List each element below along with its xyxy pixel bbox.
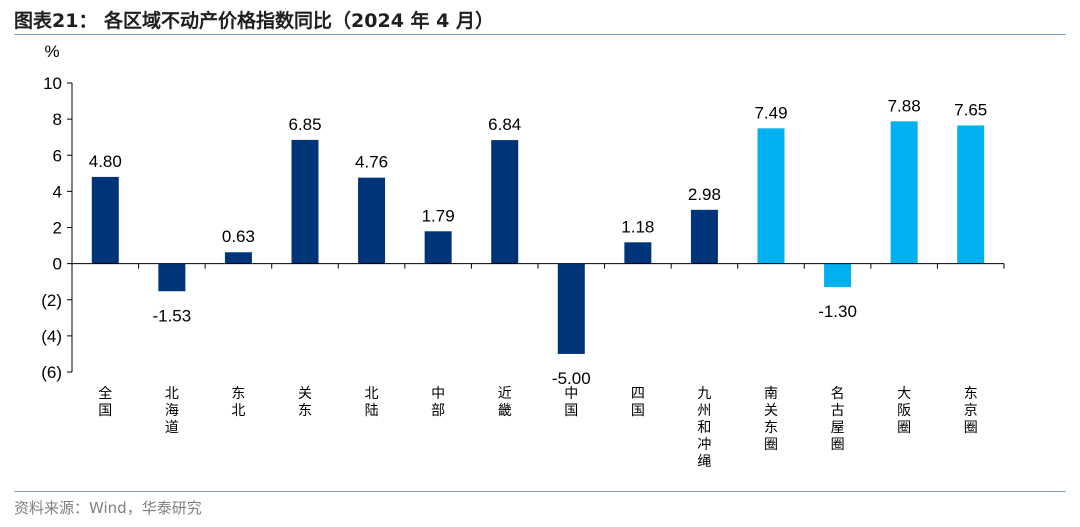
bar: [91, 176, 119, 264]
y-tick-label: (6): [41, 363, 62, 382]
category-label: 名古屋圈: [831, 386, 845, 453]
y-tick-label: 10: [43, 74, 62, 93]
bar: [291, 139, 319, 264]
y-tick-label: (4): [41, 327, 62, 346]
data-label: -1.53: [152, 306, 191, 325]
y-axis: 10 8 6 4 2 0 (2) (4) (6): [41, 74, 73, 382]
bar: [491, 140, 519, 264]
bars: [91, 121, 985, 354]
data-label: 4.76: [355, 153, 388, 172]
category-label: 关东: [298, 386, 312, 419]
y-tick-label: 2: [53, 219, 62, 238]
x-axis: [71, 263, 1005, 269]
top-divider: [14, 34, 1066, 35]
data-label: 6.84: [488, 115, 521, 134]
y-axis-unit-label: %: [44, 42, 59, 61]
category-label: 九州和冲绳: [697, 386, 711, 470]
data-label: 0.63: [222, 227, 255, 246]
data-label: 7.49: [754, 103, 787, 122]
category-label: 四国: [631, 386, 645, 419]
data-label: 1.79: [422, 206, 455, 225]
bar: [757, 128, 785, 264]
category-label: 南关东圈: [764, 386, 778, 453]
category-label: 北海道: [165, 386, 179, 436]
bar: [158, 263, 186, 292]
category-label: 中国: [564, 386, 578, 419]
y-tick-label: 6: [53, 146, 62, 165]
category-label: 北陆: [365, 386, 379, 419]
category-labels: 全国 北海道 东北 关东 北陆 中部 近畿 中国 四国 九州和冲绳 南关东圈 名古屋圈 大阪圈 东京圈: [98, 385, 977, 470]
bar: [890, 121, 918, 264]
data-label: 2.98: [688, 185, 721, 204]
category-label: 近畿: [498, 386, 512, 419]
data-label: 1.18: [621, 217, 654, 236]
bottom-divider: [14, 491, 1066, 492]
bar: [957, 125, 985, 264]
y-tick-label: (2): [41, 291, 62, 310]
data-labels: 4.80 -1.53 0.63 6.85 4.76 1.79 6.84 -5.00 1.18 2.…: [89, 96, 988, 388]
bar: [358, 177, 386, 264]
y-tick-label: 0: [53, 255, 62, 274]
y-tick-label: 8: [53, 110, 62, 129]
category-label: 东北: [231, 386, 245, 419]
data-label: -1.30: [818, 302, 857, 321]
bar: [824, 263, 852, 288]
bar: [224, 252, 252, 264]
data-label: -5.00: [552, 369, 591, 388]
bar: [557, 263, 585, 354]
category-label: 全国: [98, 385, 112, 419]
source-note: 资料来源：Wind，华泰研究: [14, 499, 202, 517]
bar: [424, 231, 452, 264]
category-label: 中部: [431, 386, 445, 419]
data-label: 4.80: [89, 152, 122, 171]
data-label: 6.85: [288, 115, 321, 134]
bar: [624, 242, 652, 264]
data-label: 7.65: [954, 100, 987, 119]
category-label: 大阪圈: [897, 386, 911, 436]
chart-title: 图表21： 各区域不动产价格指数同比（2024 年 4 月）: [14, 10, 495, 32]
bar-chart: % 10 8 6 4 2 0 (2) (4) (6) 4.80 -1.53 0.63 6.85 4.76…: [41, 42, 1005, 470]
bar: [690, 209, 718, 264]
y-tick-label: 4: [53, 182, 62, 201]
category-label: 东京圈: [964, 386, 978, 436]
data-label: 7.88: [888, 96, 921, 115]
